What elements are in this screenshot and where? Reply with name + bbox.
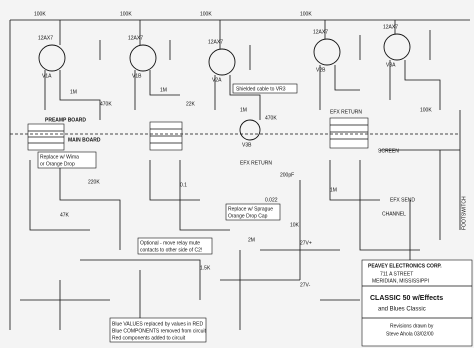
note: contacts to other side of C2! [140, 247, 202, 253]
tube-section: V2B [316, 67, 326, 73]
component-value: 100K [420, 107, 432, 113]
component-value: 200pF [280, 172, 294, 178]
component-value: 1M [160, 87, 167, 93]
board-connectors [10, 117, 460, 151]
tube-section: V3B [242, 142, 252, 148]
component-value: 27V+ [300, 240, 312, 246]
tube-type: 12AX7 [38, 35, 53, 41]
tube-type: 12AX7 [128, 35, 143, 41]
signal-label: EFX RETURN [330, 109, 362, 115]
model-sub: and Blues Classic [378, 307, 426, 313]
component-value: 470K [265, 115, 277, 121]
address: MERIDIAN, MISSISSIPPI [372, 278, 429, 284]
note-box [232, 83, 298, 94]
component-value: 1M [330, 187, 337, 193]
model: CLASSIC 50 w/Effects [370, 295, 443, 302]
board-label: MAIN BOARD [68, 137, 101, 143]
component-value: 100K [200, 11, 212, 17]
component-value: 1M [240, 107, 247, 113]
wires [9, 19, 470, 330]
note-box [37, 151, 97, 169]
note: Blue VALUES replaced by values in RED [112, 321, 203, 327]
component-value: 22K [186, 101, 196, 107]
tube-section: V1A [42, 73, 52, 79]
title-block: PEAVEY ELECTRONICS CORP. 711 A STREET ME… [361, 259, 473, 347]
component-value: 0.022 [265, 197, 278, 203]
note-box [109, 317, 207, 343]
note: Shielded cable to VR3 [236, 86, 286, 92]
signal-label: FOOTSWITCH [461, 196, 467, 230]
note: Red components added to circuit [112, 335, 186, 341]
component-value: 2M [248, 237, 255, 243]
signal-label: EFX SEND [390, 197, 415, 203]
component-value: 10K [290, 222, 300, 228]
tube-type: 12AX7 [208, 39, 223, 45]
tube-section: V2A [212, 77, 222, 83]
tube-type: 12AX7 [383, 24, 398, 30]
note-box [225, 203, 281, 221]
note: Optional - move relay mute [140, 240, 200, 246]
component-value: 27V- [300, 282, 311, 288]
component-value: 47K [60, 212, 70, 218]
revisions: Revisions drawn by [390, 323, 434, 329]
signal-label: CHANNEL [382, 211, 406, 217]
reviser: Steve Ahola 03/02/00 [386, 331, 434, 337]
note: or Orange Drop [40, 161, 75, 167]
company: PEAVEY ELECTRONICS CORP. [368, 263, 442, 269]
note: Blue COMPONENTS removed from circuit [112, 328, 207, 334]
component-value: 100K [34, 11, 46, 17]
tube-section: V3A [386, 62, 396, 68]
component-value: 100K [120, 11, 132, 17]
note: Replace w/ Wima [40, 154, 79, 160]
note: Orange Drop Cap [228, 213, 268, 219]
component-value: 220K [88, 179, 100, 185]
component-value: 470K [100, 101, 112, 107]
component-value: 100K [300, 11, 312, 17]
component-value: 1.5K [200, 265, 211, 271]
note-box [137, 237, 213, 255]
board-label: PREAMP BOARD [45, 117, 86, 123]
component-values: 100K 1M 470K 100K 1M 22K 100K 1M 470K 10… [34, 11, 432, 288]
signal-label: EFX RETURN [240, 160, 272, 166]
tube-symbols [38, 33, 411, 141]
signal-label: SCREEN [378, 148, 399, 154]
component-value: 0.1 [180, 182, 187, 188]
tube-type: 12AX7 [313, 29, 328, 35]
tube-section: V1B [132, 73, 142, 79]
component-value: 1M [70, 89, 77, 95]
address: 711 A STREET [380, 271, 413, 277]
note: Replace w/ Sprague [228, 206, 273, 212]
